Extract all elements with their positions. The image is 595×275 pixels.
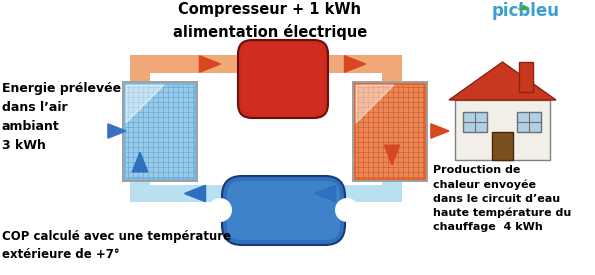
Bar bbox=[126, 85, 194, 178]
Text: ❧: ❧ bbox=[517, 1, 530, 16]
FancyBboxPatch shape bbox=[227, 181, 340, 240]
Bar bbox=[519, 62, 533, 92]
Bar bbox=[130, 180, 150, 202]
FancyBboxPatch shape bbox=[238, 40, 328, 118]
Bar bbox=[517, 112, 541, 132]
Text: Production de
chaleur envoyée
dans le circuit d’eau
haute température du
chauffa: Production de chaleur envoyée dans le ci… bbox=[433, 165, 571, 232]
Bar bbox=[130, 55, 238, 73]
Bar bbox=[352, 81, 428, 182]
Bar bbox=[463, 112, 487, 132]
Polygon shape bbox=[356, 85, 394, 123]
Bar bbox=[382, 55, 402, 202]
Text: Energie prélevée
dans l’air
ambiant
3 kWh: Energie prélevée dans l’air ambiant 3 kW… bbox=[2, 82, 121, 152]
Text: COP calculé avec une température
extérieure de +7°: COP calculé avec une température extérie… bbox=[2, 230, 231, 261]
Polygon shape bbox=[315, 185, 336, 202]
Polygon shape bbox=[108, 124, 126, 138]
Polygon shape bbox=[199, 56, 221, 72]
Bar bbox=[122, 81, 198, 182]
Bar bbox=[492, 132, 513, 160]
Bar bbox=[354, 83, 426, 180]
Polygon shape bbox=[449, 62, 556, 100]
Polygon shape bbox=[132, 152, 148, 172]
Bar bbox=[356, 85, 424, 178]
Polygon shape bbox=[345, 56, 365, 72]
Bar bbox=[455, 100, 550, 160]
Polygon shape bbox=[431, 124, 449, 138]
Circle shape bbox=[208, 198, 232, 222]
Polygon shape bbox=[184, 185, 205, 202]
Text: Compresseur + 1 kWh
alimentation électrique: Compresseur + 1 kWh alimentation électri… bbox=[173, 2, 367, 40]
Text: picbleu: picbleu bbox=[492, 2, 560, 20]
Polygon shape bbox=[126, 85, 164, 123]
Polygon shape bbox=[384, 145, 400, 165]
Circle shape bbox=[335, 198, 359, 222]
Bar bbox=[382, 180, 402, 202]
FancyBboxPatch shape bbox=[222, 176, 345, 245]
Bar bbox=[130, 185, 402, 202]
Bar bbox=[130, 55, 150, 202]
Bar bbox=[328, 55, 402, 73]
FancyBboxPatch shape bbox=[242, 44, 324, 114]
Bar bbox=[124, 83, 196, 180]
FancyBboxPatch shape bbox=[130, 55, 150, 73]
